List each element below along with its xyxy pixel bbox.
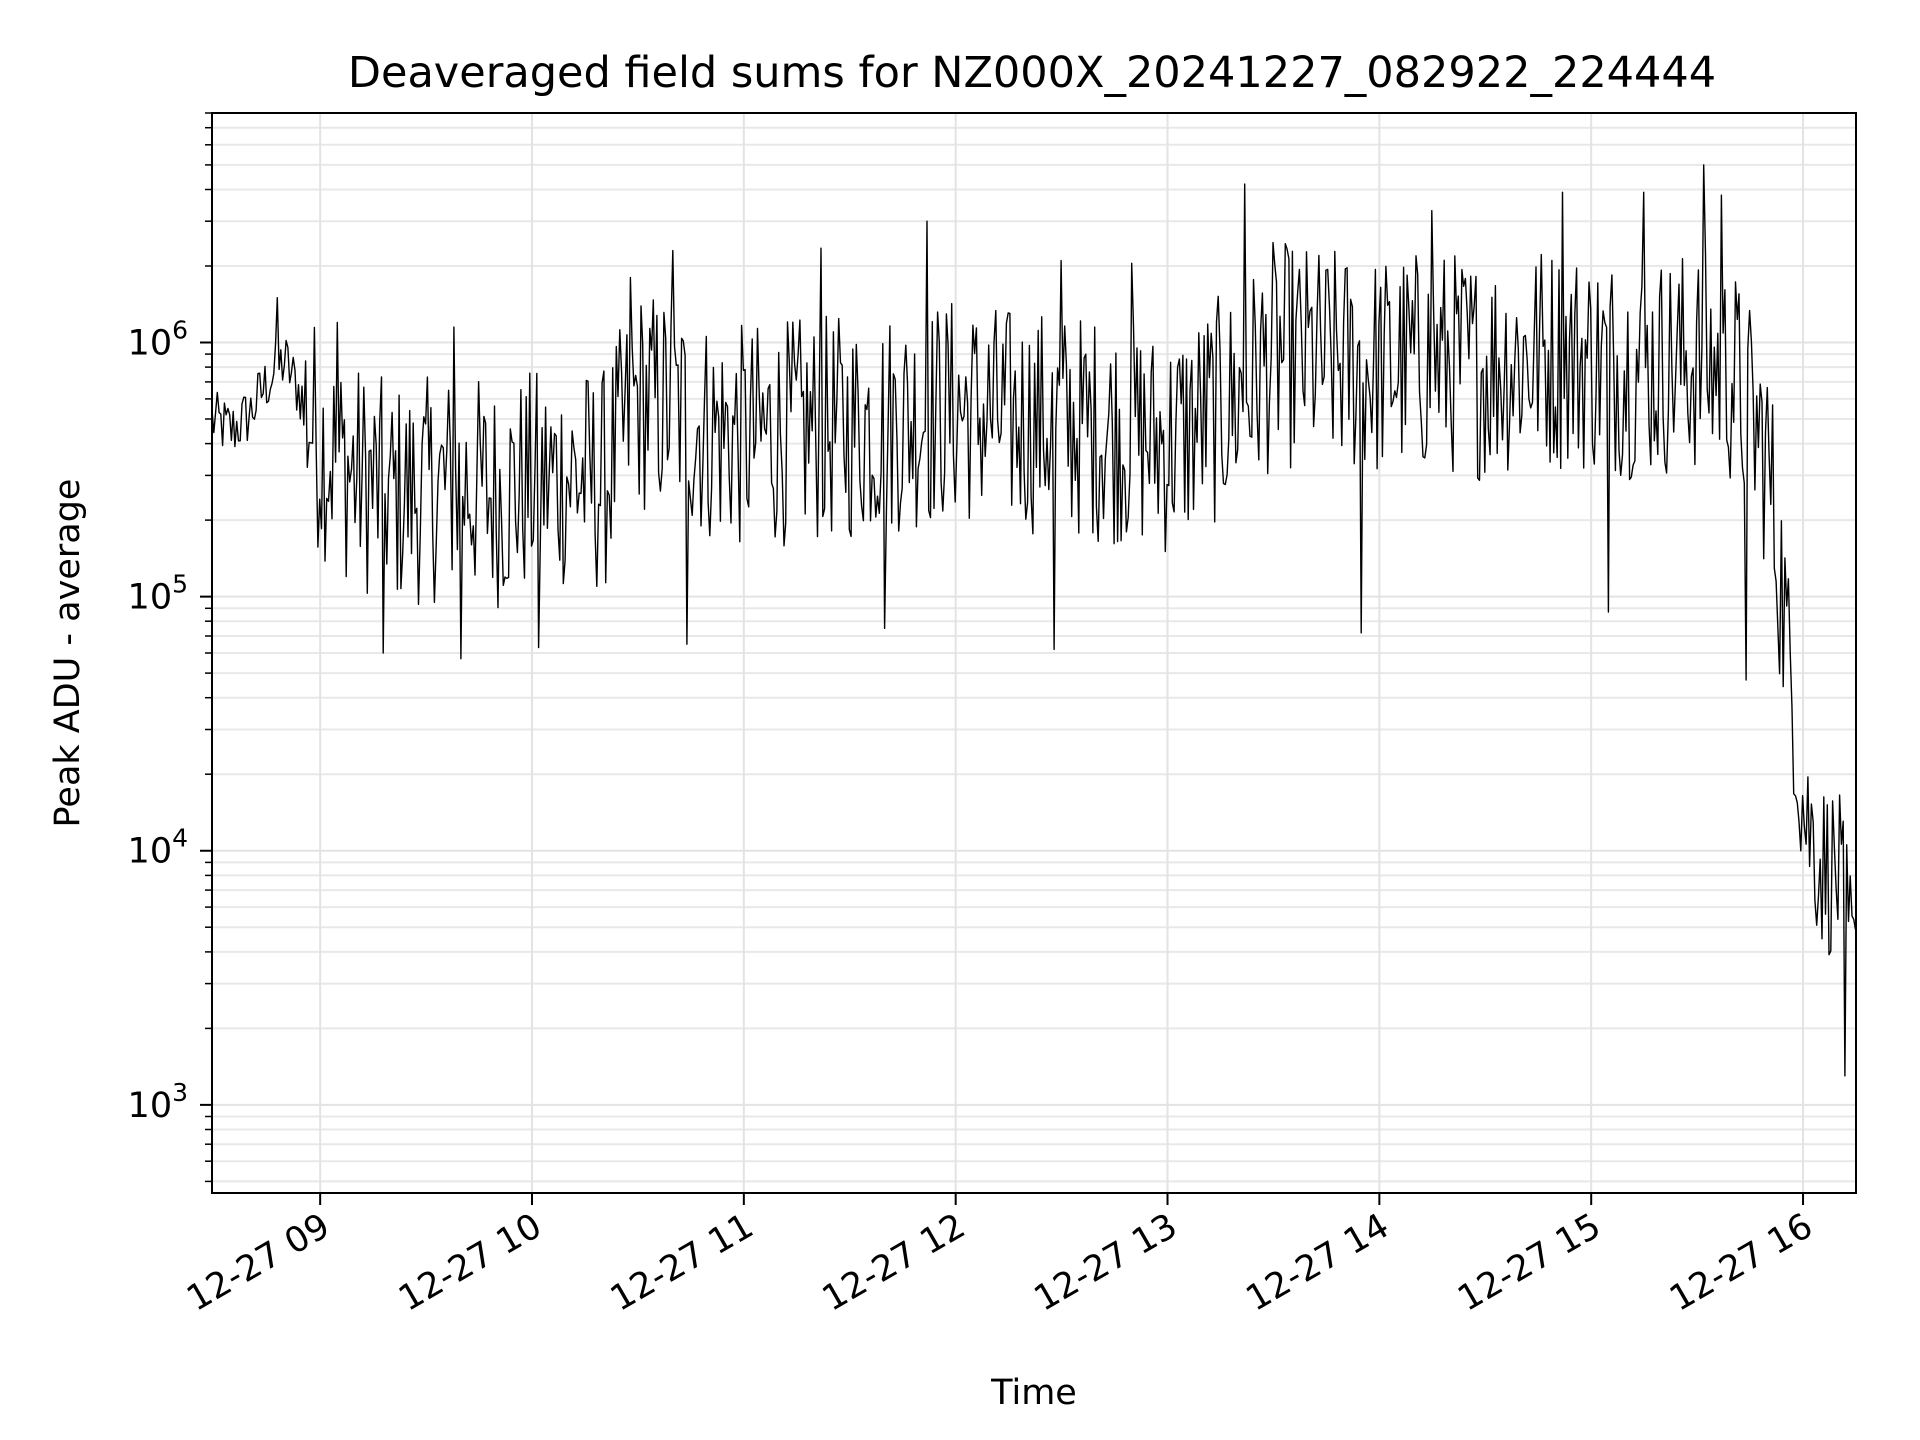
series-line (211, 164, 1857, 1077)
y-tick-label: 104 (128, 824, 188, 872)
y-tick-label: 106 (128, 315, 188, 363)
series-layer (211, 164, 1857, 1077)
y-tick-exponent: 5 (172, 570, 188, 599)
y-tick-label: 103 (128, 1078, 188, 1126)
y-tick-exponent: 4 (172, 824, 188, 853)
y-axis-label: Peak ADU - average (48, 479, 88, 828)
x-axis-label: Time (990, 1373, 1077, 1413)
y-tick-label: 105 (128, 570, 188, 618)
y-tick-exponent: 6 (172, 315, 188, 344)
y-tick-base: 10 (128, 832, 173, 872)
y-tick-base: 10 (128, 578, 173, 618)
y-tick-exponent: 3 (172, 1078, 188, 1107)
y-tick-base: 10 (128, 1086, 173, 1126)
y-tick-base: 10 (128, 323, 173, 363)
chart-title: Deaveraged field sums for NZ000X_2024122… (348, 48, 1716, 98)
